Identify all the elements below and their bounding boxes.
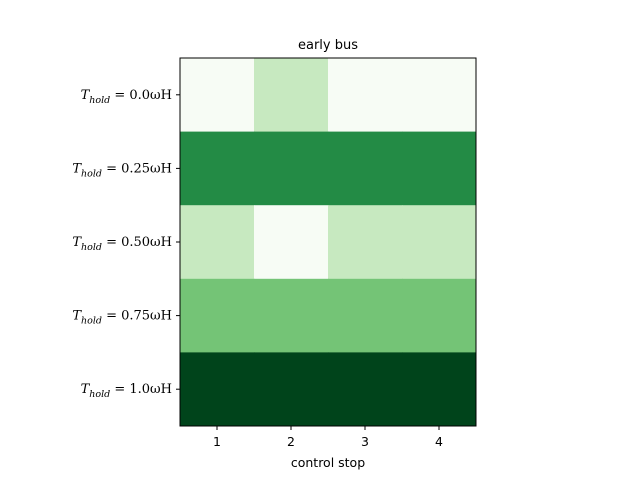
- heatmap-cell: [402, 58, 477, 133]
- x-axis: 1 2 3 4: [213, 426, 443, 449]
- heatmap-cell: [254, 131, 329, 206]
- heatmap-cell: [254, 352, 329, 427]
- x-tick-label: 3: [361, 434, 369, 449]
- heatmap-cell: [180, 58, 255, 133]
- x-axis-label: control stop: [291, 455, 365, 470]
- y-tick-label: Thold = 0.50ωH: [72, 235, 172, 253]
- y-axis: Thold = 0.0ωH Thold = 0.25ωH Thold = 0.50ω…: [72, 88, 180, 400]
- chart-title: early bus: [298, 38, 358, 53]
- x-tick-label: 2: [287, 434, 295, 449]
- heatmap-cell: [402, 205, 477, 280]
- y-tick-label: Thold = 1.0ωH: [81, 382, 172, 400]
- heatmap-cell: [328, 352, 403, 427]
- heatmap-cell: [328, 58, 403, 133]
- heatmap-cell: [328, 131, 403, 206]
- heatmap-cell: [254, 58, 329, 133]
- heatmap-cell: [402, 278, 477, 353]
- x-tick-label: 1: [213, 434, 221, 449]
- heatmap-cell: [180, 278, 255, 353]
- x-tick-label: 4: [435, 434, 443, 449]
- heatmap-cell: [328, 205, 403, 280]
- heatmap-cell: [254, 278, 329, 353]
- heatmap-cell: [180, 131, 255, 206]
- heatmap-cell: [328, 278, 403, 353]
- heatmap-cell: [254, 205, 329, 280]
- heatmap-cell: [180, 352, 255, 427]
- heatmap-cell: [180, 205, 255, 280]
- heatmap-cell: [402, 352, 477, 427]
- heatmap-cell: [402, 131, 477, 206]
- y-tick-label: Thold = 0.0ωH: [81, 88, 172, 106]
- y-tick-label: Thold = 0.75ωH: [72, 309, 172, 327]
- y-tick-label: Thold = 0.25ωH: [72, 161, 172, 179]
- heatmap-cells: [180, 58, 477, 427]
